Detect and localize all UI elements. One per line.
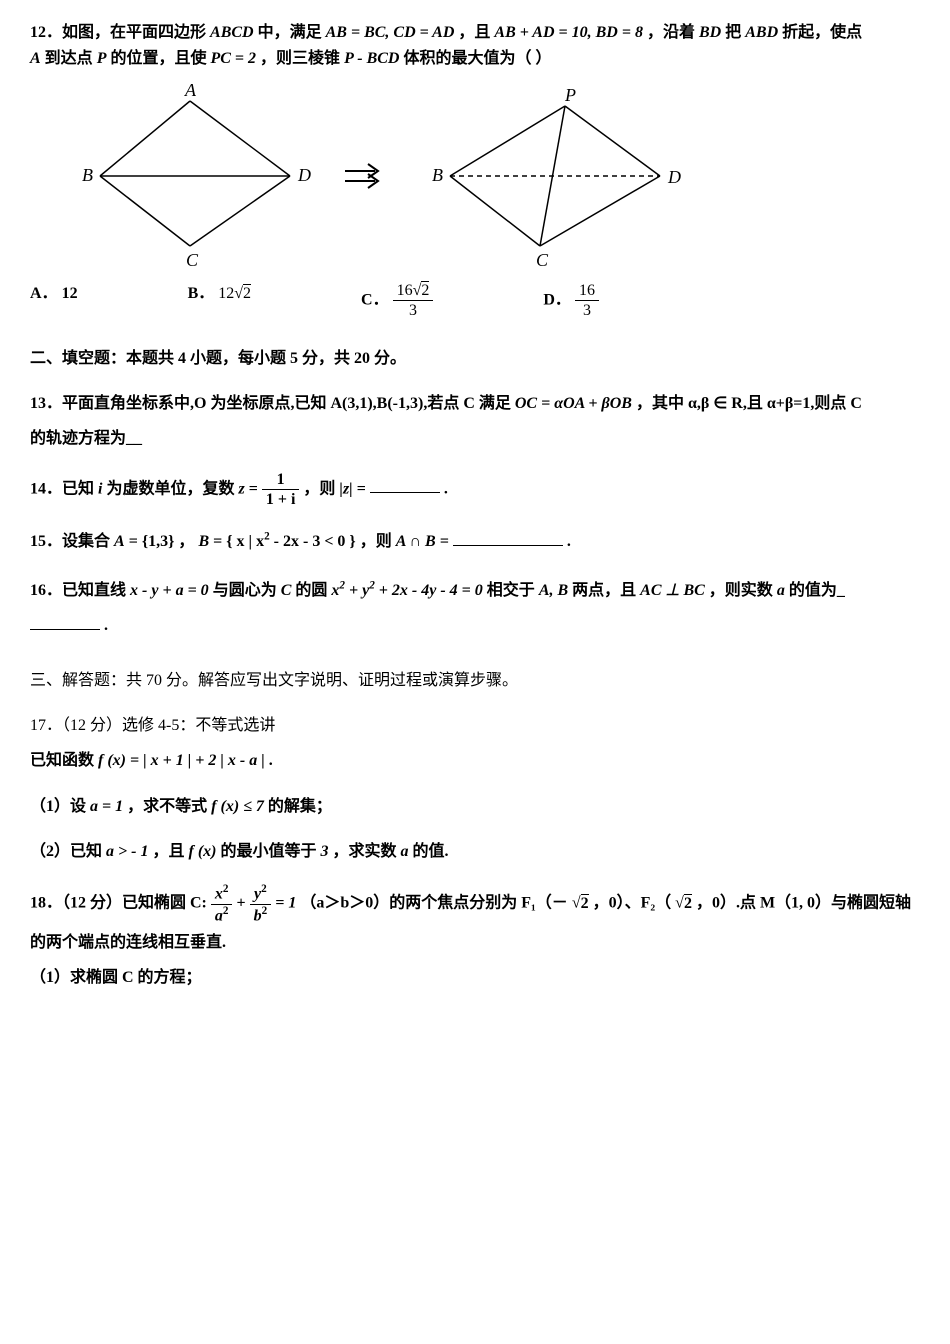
q17-func: 已知函数 f (x) = | x + 1 | + 2 | x - a | .	[30, 743, 920, 778]
q18-part1: （1）求椭圆 C 的方程；	[30, 969, 202, 986]
question-16: 16．已知直线 x - y + a = 0 与圆心为 C 的圆 x2 + y2 …	[30, 573, 920, 643]
svg-text:D: D	[297, 165, 311, 185]
question-13: 13．平面直角坐标系中,O 为坐标原点,已知 A(3,1),B(-1,3),若点…	[30, 386, 920, 456]
q17-title: 17．（12 分）选修 4-5：不等式选讲	[30, 708, 920, 743]
svg-text:D: D	[667, 167, 681, 187]
diagram-pbcd: P B C D	[410, 81, 690, 271]
question-18: 18．（12 分）已知椭圆 C: x2 a2 + y2 b2 = 1 （a＞b＞…	[30, 883, 920, 995]
q12-text: 12．如图，在平面四边形 ABCD 中，满足 AB = BC, CD = AD …	[30, 24, 862, 41]
choice-d: D． 16 3	[543, 281, 599, 320]
blank-fill	[30, 613, 100, 630]
svg-text:A: A	[184, 81, 197, 100]
question-12: 12．如图，在平面四边形 ABCD 中，满足 AB = BC, CD = AD …	[30, 20, 920, 321]
blank-fill	[453, 529, 563, 546]
choice-b: B． 12√2	[188, 281, 251, 320]
section-3-title: 三、解答题：共 70 分。解答应写出文字说明、证明过程或演算步骤。	[30, 663, 920, 698]
arrow-icon	[340, 156, 390, 196]
q17-part1: （1）设 a = 1 ，求不等式 f (x) ≤ 7 的解集；	[30, 789, 920, 824]
diagram-abcd: A B C D	[60, 81, 320, 271]
question-15: 15．设集合 A = {1,3} ， B = { x | x2 - 2x - 3…	[30, 524, 920, 559]
q12-diagrams: A B C D P B C D	[60, 81, 920, 271]
question-17: 17．（12 分）选修 4-5：不等式选讲 已知函数 f (x) = | x +…	[30, 708, 920, 869]
choice-c: C． 16√2 3	[361, 281, 433, 320]
svg-text:C: C	[186, 250, 199, 270]
q12-line2: A 到达点 P 的位置，且使 PC = 2 ，则三棱锥 P - BCD 体积的最…	[30, 50, 551, 67]
svg-text:C: C	[536, 250, 549, 270]
svg-text:B: B	[82, 165, 93, 185]
question-14: 14．已知 i 为虚数单位，复数 z = 1 1 + i ，则 |z| = .	[30, 470, 920, 509]
svg-text:B: B	[432, 165, 443, 185]
q12-choices: A． 12 B． 12√2 C． 16√2 3 D． 16 3	[30, 281, 920, 320]
choice-a: A． 12	[30, 281, 78, 320]
svg-text:P: P	[564, 85, 576, 105]
q17-part2: （2）已知 a > - 1 ，且 f (x) 的最小值等于 3 ，求实数 a 的…	[30, 834, 920, 869]
blank-fill	[370, 476, 440, 493]
section-2-title: 二、填空题：本题共 4 小题，每小题 5 分，共 20 分。	[30, 341, 920, 376]
